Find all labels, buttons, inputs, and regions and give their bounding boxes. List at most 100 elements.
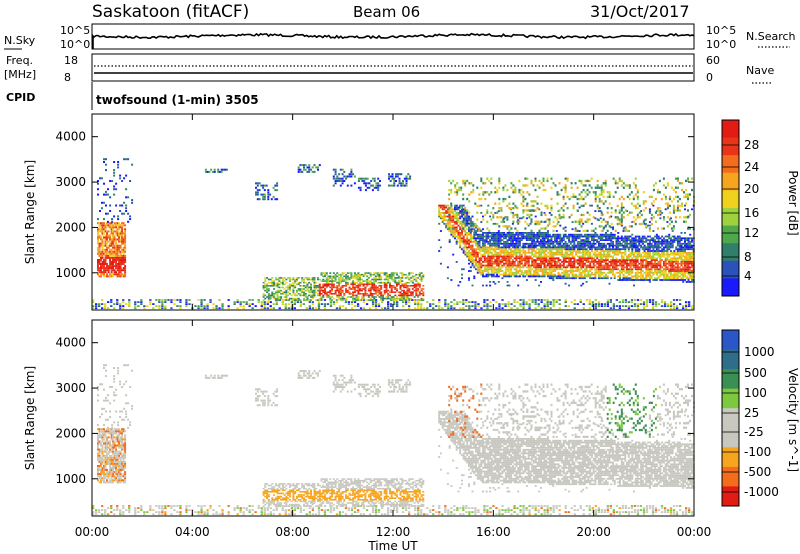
power-echo-cell bbox=[489, 301, 492, 303]
power-echo-cell bbox=[338, 277, 341, 279]
power-echo-cell bbox=[534, 242, 537, 245]
power-echo-cell bbox=[487, 264, 490, 267]
power-echo-cell bbox=[669, 242, 672, 245]
power-echo-cell bbox=[352, 293, 355, 295]
power-echo-cell bbox=[377, 189, 380, 192]
power-echo-cell bbox=[350, 293, 353, 295]
power-echo-cell bbox=[281, 280, 284, 282]
power-echo-cell bbox=[106, 242, 108, 245]
power-echo-cell bbox=[573, 241, 576, 243]
power-echo-cell bbox=[578, 237, 581, 240]
power-echo-cell bbox=[617, 246, 620, 249]
power-echo-cell bbox=[513, 235, 516, 238]
power-echo-cell bbox=[666, 251, 669, 254]
power-echo-cell bbox=[110, 238, 113, 241]
power-echo-cell bbox=[589, 273, 592, 276]
power-echo-cell bbox=[650, 261, 653, 263]
power-echo-cell bbox=[343, 175, 346, 178]
power-echo-cell bbox=[592, 259, 595, 261]
power-echo-cell bbox=[543, 235, 546, 238]
power-echo-cell bbox=[352, 173, 355, 176]
power-echo-cell bbox=[104, 230, 107, 233]
power-echo-cell bbox=[578, 235, 581, 238]
power-echo-cell bbox=[633, 244, 635, 247]
power-echo-cell bbox=[376, 294, 379, 297]
power-echo-cell bbox=[596, 270, 599, 272]
power-echo-cell bbox=[645, 261, 648, 263]
power-echo-cell bbox=[339, 289, 342, 292]
power-echo-cell bbox=[452, 215, 455, 218]
power-echo-cell bbox=[580, 235, 583, 238]
power-echo-cell bbox=[655, 268, 658, 271]
power-echo-cell bbox=[648, 224, 651, 227]
power-echo-cell bbox=[529, 251, 532, 254]
power-echo-cell bbox=[510, 303, 513, 305]
power-echo-cell bbox=[596, 253, 599, 256]
power-echo-cell bbox=[515, 266, 518, 269]
power-echo-cell bbox=[308, 277, 311, 279]
power-echo-cell bbox=[450, 279, 453, 281]
power-echo-cell bbox=[324, 273, 326, 276]
power-echo-cell bbox=[103, 161, 105, 163]
power-echo-cell bbox=[461, 248, 463, 251]
power-echo-cell bbox=[475, 264, 477, 267]
power-echo-cell bbox=[622, 257, 625, 260]
power-echo-cell bbox=[107, 222, 110, 225]
power-echo-cell bbox=[627, 237, 630, 240]
power-echo-cell bbox=[462, 242, 465, 245]
power-echo-cell bbox=[652, 250, 655, 252]
power-echo-cell bbox=[552, 303, 555, 305]
power-echo-cell bbox=[543, 299, 546, 301]
power-echo-cell bbox=[101, 265, 104, 268]
power-echo-cell bbox=[624, 242, 627, 245]
power-echo-cell bbox=[564, 248, 567, 251]
power-echo-cell bbox=[369, 273, 372, 276]
power-echo-cell bbox=[264, 285, 267, 287]
power-echo-cell bbox=[562, 262, 565, 265]
power-echo-cell bbox=[496, 262, 499, 265]
power-echo-cell bbox=[287, 291, 290, 293]
power-echo-cell bbox=[615, 250, 618, 252]
power-echo-cell bbox=[361, 180, 364, 182]
power-echo-cell bbox=[482, 250, 484, 252]
power-echo-cell bbox=[624, 299, 628, 301]
power-echo-cell bbox=[378, 296, 381, 298]
power-echo-cell bbox=[322, 285, 325, 287]
power-echo-cell bbox=[445, 226, 448, 229]
power-echo-cell bbox=[643, 277, 646, 280]
power-echo-cell bbox=[650, 239, 653, 241]
power-echo-cell bbox=[597, 253, 600, 256]
power-echo-cell bbox=[638, 244, 641, 247]
power-echo-cell bbox=[536, 248, 539, 251]
power-echo-cell bbox=[415, 293, 418, 295]
power-echo-cell bbox=[605, 257, 607, 260]
power-echo-cell bbox=[469, 246, 472, 249]
power-echo-cell bbox=[517, 262, 520, 265]
power-echo-cell bbox=[617, 241, 620, 243]
power-echo-cell bbox=[661, 241, 664, 243]
power-echo-cell bbox=[106, 232, 108, 235]
power-echo-cell bbox=[562, 277, 565, 280]
power-echo-cell bbox=[578, 268, 581, 271]
power-echo-cell bbox=[520, 233, 523, 236]
power-echo-cell bbox=[654, 266, 657, 269]
power-echo-cell bbox=[385, 272, 388, 274]
power-echo-cell bbox=[288, 283, 291, 286]
power-echo-cell bbox=[355, 273, 358, 276]
power-echo-cell bbox=[494, 239, 497, 241]
power-echo-cell bbox=[631, 250, 634, 252]
power-echo-cell bbox=[673, 235, 676, 238]
power-echo-cell bbox=[245, 301, 248, 303]
power-echo-cell bbox=[115, 252, 118, 255]
power-echo-cell bbox=[622, 277, 625, 280]
power-echo-cell bbox=[371, 177, 374, 180]
power-echo-cell bbox=[655, 271, 658, 274]
power-echo-cell bbox=[543, 307, 546, 310]
power-echo-cell bbox=[622, 261, 625, 263]
power-echo-cell bbox=[661, 271, 664, 274]
power-echo-cell bbox=[540, 257, 542, 260]
power-echo-cell bbox=[613, 251, 616, 254]
power-echo-cell bbox=[573, 277, 576, 280]
power-echo-cell bbox=[657, 246, 660, 249]
power-echo-cell bbox=[559, 262, 562, 265]
